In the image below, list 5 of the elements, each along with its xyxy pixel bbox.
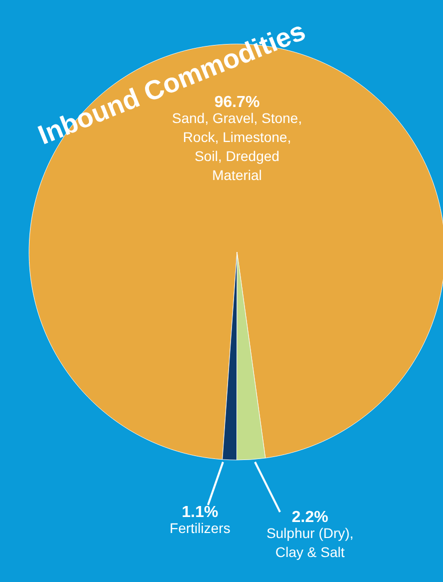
slice-label: Sulphur (Dry), Clay & Salt xyxy=(266,525,354,560)
slice-label: Fertilizers xyxy=(170,520,230,536)
slice-label: Sand, Gravel, Stone, Rock, Limestone, Soil, Dredged Material xyxy=(172,110,302,183)
data-label: 1.1% xyxy=(182,504,218,521)
data-label: 2.2% xyxy=(292,509,328,526)
